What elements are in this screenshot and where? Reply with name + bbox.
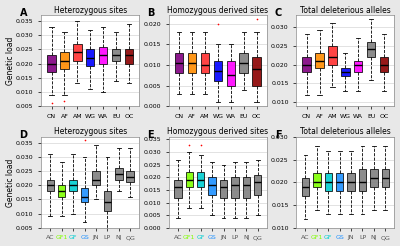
Text: D: D xyxy=(20,130,28,140)
PathPatch shape xyxy=(380,57,388,72)
PathPatch shape xyxy=(115,168,122,180)
PathPatch shape xyxy=(58,185,66,197)
PathPatch shape xyxy=(243,177,250,198)
PathPatch shape xyxy=(92,171,100,185)
PathPatch shape xyxy=(174,180,182,198)
PathPatch shape xyxy=(328,46,337,64)
PathPatch shape xyxy=(336,173,343,191)
PathPatch shape xyxy=(214,61,222,81)
PathPatch shape xyxy=(324,173,332,191)
Text: F: F xyxy=(275,130,281,140)
PathPatch shape xyxy=(125,49,133,64)
PathPatch shape xyxy=(240,52,248,73)
PathPatch shape xyxy=(99,46,107,64)
PathPatch shape xyxy=(341,68,350,76)
PathPatch shape xyxy=(186,172,193,187)
PathPatch shape xyxy=(220,180,227,198)
PathPatch shape xyxy=(208,177,216,195)
Text: A: A xyxy=(20,8,27,18)
Text: C: C xyxy=(275,8,282,18)
Title: Total deleterious alleles: Total deleterious alleles xyxy=(300,6,391,15)
PathPatch shape xyxy=(252,57,261,86)
Y-axis label: Genetic load: Genetic load xyxy=(6,158,14,207)
PathPatch shape xyxy=(359,169,366,191)
Title: Homozygous derived sites: Homozygous derived sites xyxy=(167,6,268,15)
PathPatch shape xyxy=(175,52,183,73)
PathPatch shape xyxy=(315,53,324,68)
Title: Total deleterious alleles: Total deleterious alleles xyxy=(300,127,391,136)
Text: B: B xyxy=(147,8,154,18)
Title: Heterozygous sites: Heterozygous sites xyxy=(54,6,127,15)
PathPatch shape xyxy=(354,61,362,72)
PathPatch shape xyxy=(254,175,262,195)
PathPatch shape xyxy=(197,172,204,187)
PathPatch shape xyxy=(367,42,376,57)
PathPatch shape xyxy=(47,55,56,72)
PathPatch shape xyxy=(370,169,378,187)
PathPatch shape xyxy=(112,49,120,61)
PathPatch shape xyxy=(47,180,54,191)
PathPatch shape xyxy=(302,178,309,196)
PathPatch shape xyxy=(60,52,69,69)
PathPatch shape xyxy=(201,52,209,73)
PathPatch shape xyxy=(73,44,82,61)
PathPatch shape xyxy=(302,57,311,72)
PathPatch shape xyxy=(231,177,239,198)
PathPatch shape xyxy=(188,52,196,73)
PathPatch shape xyxy=(313,173,320,187)
PathPatch shape xyxy=(86,49,94,66)
PathPatch shape xyxy=(126,171,134,182)
Title: Heterozygous sites: Heterozygous sites xyxy=(54,127,127,136)
PathPatch shape xyxy=(382,169,389,187)
Text: E: E xyxy=(147,130,154,140)
PathPatch shape xyxy=(226,61,235,86)
PathPatch shape xyxy=(70,180,77,191)
Y-axis label: Genetic load: Genetic load xyxy=(6,37,14,85)
PathPatch shape xyxy=(347,173,355,191)
Title: Homozygous derived sites: Homozygous derived sites xyxy=(167,127,268,136)
PathPatch shape xyxy=(104,191,111,211)
PathPatch shape xyxy=(81,188,88,202)
